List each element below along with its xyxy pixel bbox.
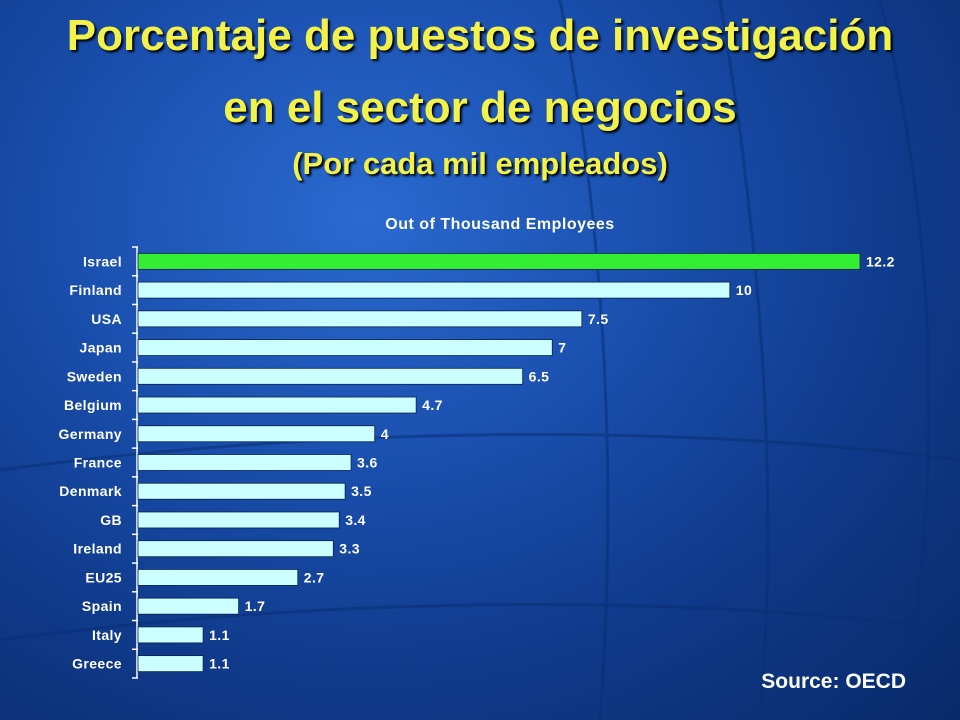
bar-gb	[137, 511, 340, 529]
value-labels-group: 12.2 10 7.5 7 6.5 4.7 43.6 3.5 3.4 3.3 2.7 1.7 1.1 1.…	[209, 253, 895, 672]
value-label: 2.7	[304, 569, 325, 585]
value-label: 12.2	[866, 253, 895, 269]
bar-spain	[137, 597, 240, 615]
bar-germany	[137, 425, 376, 443]
bar-usa	[137, 310, 583, 328]
slide-title-line-2: en el sector de negocios	[223, 83, 737, 132]
bar-israel	[137, 252, 861, 270]
bar-italy	[137, 626, 204, 644]
category-label: Japan	[80, 340, 122, 356]
bar-greece	[137, 655, 204, 673]
value-label: 3.3	[339, 541, 360, 557]
category-label: EU25	[85, 569, 122, 585]
slide-subtitle: (Por cada mil empleados)	[292, 146, 668, 181]
category-label: Denmark	[59, 483, 122, 499]
value-label: 6.5	[529, 368, 550, 384]
chart-title: Out of Thousand Employees	[385, 216, 614, 233]
category-label: Germany	[59, 426, 123, 442]
value-label: 1.1	[209, 656, 230, 672]
bar-eu25	[137, 569, 299, 586]
bar-sweden	[137, 367, 524, 385]
y-axis-ticks	[132, 246, 138, 679]
value-label: 1.1	[209, 627, 230, 643]
category-label: Israel	[83, 253, 122, 269]
value-label: 3.5	[351, 483, 372, 499]
bars-group	[137, 252, 861, 673]
value-label: 1.7	[245, 598, 266, 614]
value-label: 7.5	[588, 311, 609, 327]
category-labels-group: Israel Finland USA Japan Sweden Belgium German…	[59, 253, 123, 672]
category-label: USA	[91, 311, 122, 327]
value-label: 7	[558, 340, 566, 356]
bar-finland	[137, 281, 731, 299]
value-label: 10	[736, 282, 752, 298]
bar-denmark	[137, 482, 346, 500]
value-label: 3.6	[357, 455, 378, 471]
category-label: Sweden	[67, 368, 122, 384]
category-label: Finland	[69, 282, 122, 298]
bar-belgium	[137, 396, 417, 414]
value-label: 4	[381, 426, 389, 442]
category-label: Spain	[82, 598, 122, 614]
category-label: Greece	[72, 656, 122, 672]
value-label: 4.7	[422, 397, 443, 413]
slide-title-line-1: Porcentaje de puestos de investigación	[66, 11, 894, 60]
category-label: Italy	[92, 627, 122, 643]
category-label: GB	[100, 512, 122, 528]
category-label: Ireland	[73, 541, 122, 557]
bar-ireland	[137, 540, 334, 558]
source-note: Source: OECD	[761, 670, 906, 693]
bar-japan	[137, 339, 553, 356]
bar-france	[137, 454, 352, 471]
value-label: 3.4	[345, 512, 366, 528]
category-label: France	[74, 455, 122, 471]
category-label: Belgium	[64, 397, 122, 413]
